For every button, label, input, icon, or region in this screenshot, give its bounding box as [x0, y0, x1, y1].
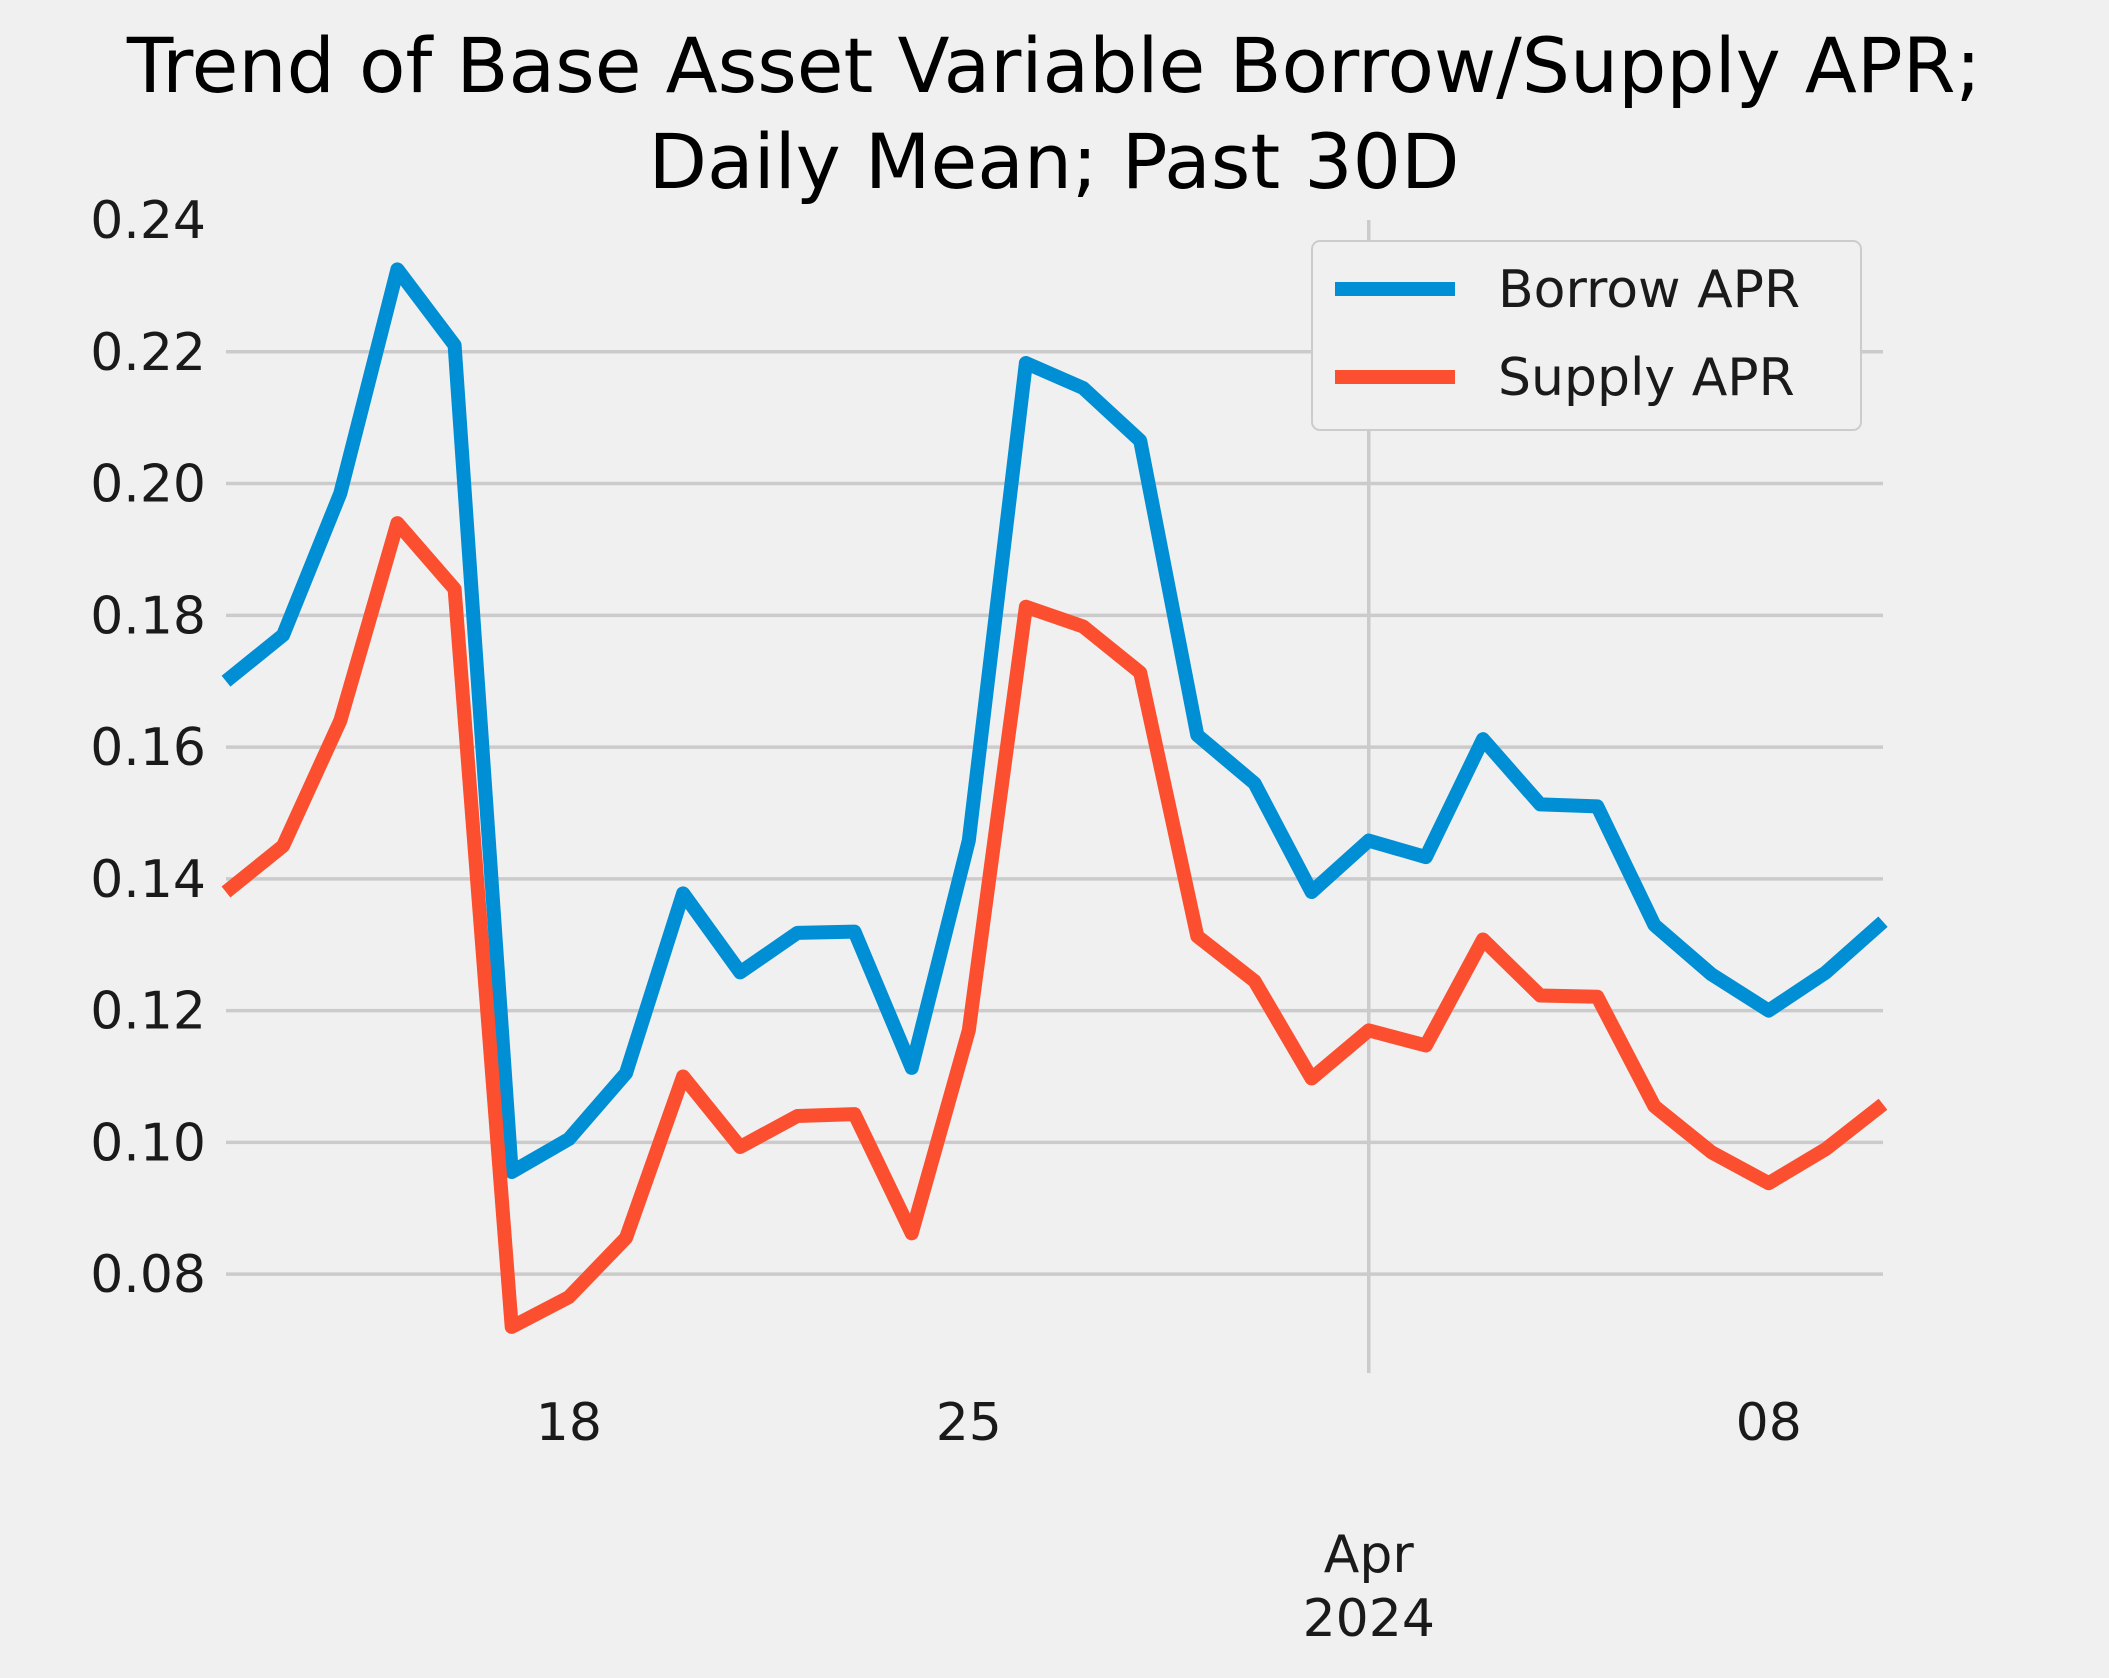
- x-tick-label: 18: [536, 1393, 602, 1453]
- y-tick-label: 0.22: [90, 323, 206, 383]
- y-tick-label: 0.20: [90, 455, 206, 515]
- x-tick-label: Apr 2024: [1303, 1525, 1435, 1649]
- series-line-supply-apr: [221, 516, 1888, 1334]
- legend: Borrow APR Supply APR: [1311, 240, 1862, 431]
- x-tick-label: 08: [1736, 1393, 1802, 1453]
- x-tick-label: 25: [936, 1393, 1002, 1453]
- y-tick-label: 0.12: [90, 982, 206, 1042]
- series-lines: [221, 262, 1888, 1334]
- legend-label-supply-apr: Supply APR: [1498, 348, 1795, 408]
- y-tick-label: 0.10: [90, 1113, 206, 1173]
- y-axis-tick-labels: 0.08 0.10 0.12 0.14 0.16 0.18 0.20 0.22 0.24: [90, 191, 206, 1305]
- legend-label-borrow-apr: Borrow APR: [1498, 260, 1800, 320]
- series-line-borrow-apr: [221, 262, 1888, 1179]
- y-tick-label: 0.18: [90, 586, 206, 646]
- x-axis-tick-labels: 18 25 Apr 2024 08: [536, 1393, 1802, 1649]
- y-tick-label: 0.24: [90, 191, 206, 251]
- chart-subtitle: Daily Mean; Past 30D: [648, 117, 1459, 206]
- y-tick-label: 0.14: [90, 850, 206, 910]
- chart-title: Trend of Base Asset Variable Borrow/Supp…: [126, 21, 1981, 110]
- y-tick-label: 0.08: [90, 1245, 206, 1305]
- y-tick-label: 0.16: [90, 718, 206, 778]
